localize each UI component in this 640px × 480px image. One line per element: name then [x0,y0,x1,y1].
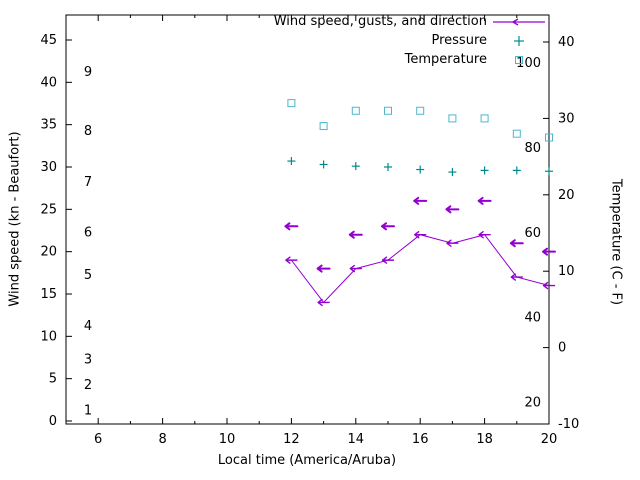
left-y-axis-title: Wind speed (kn - Beaufort) [7,131,23,307]
temperature-series [287,99,553,142]
right-y-axis-title: Temperature (C - F) [608,178,624,306]
svg-text:0: 0 [558,341,566,356]
svg-text:6: 6 [84,226,92,241]
legend-marker-temperature-icon [515,55,523,64]
left-axis-ticks: 0 5 10 15 20 25 30 35 40 45 [40,33,72,429]
svg-text:40: 40 [40,75,57,90]
svg-text:6: 6 [94,432,102,447]
legend-item-pressure: Pressure [431,31,547,50]
svg-text:30: 30 [40,160,57,175]
svg-text:60: 60 [524,226,541,241]
svg-text:14: 14 [348,432,365,447]
legend-label-temperature: Temperature [404,52,487,67]
svg-text:5: 5 [49,372,57,387]
legend-item-temperature: Temperature [405,50,547,69]
svg-text:4: 4 [84,319,92,334]
svg-text:8: 8 [158,432,166,447]
svg-text:15: 15 [40,287,57,302]
svg-text:7: 7 [84,175,92,190]
svg-text:8: 8 [84,124,92,139]
svg-text:40: 40 [558,35,575,50]
legend-item-wind: Wind speed, gusts, and direction [274,12,547,31]
x-axis-ticks: 6 8 10 12 14 16 18 20 [65,15,558,447]
svg-text:20: 20 [558,188,575,203]
pressure-series [287,157,553,177]
svg-text:35: 35 [40,118,57,133]
svg-text:80: 80 [524,141,541,156]
svg-text:1: 1 [84,404,92,419]
svg-text:30: 30 [558,111,575,126]
wind-series [284,196,556,307]
legend: Wind speed, gusts, and direction Pressur… [274,12,547,69]
legend-label-pressure: Pressure [431,33,487,48]
x-axis-title: Local time (America/Aruba) [217,453,397,468]
svg-text:40: 40 [524,311,541,326]
svg-text:10: 10 [40,329,57,344]
svg-text:9: 9 [84,65,92,80]
svg-text:2: 2 [84,378,92,393]
legend-marker-wind-icon [493,17,545,26]
svg-text:20: 20 [40,245,57,260]
svg-text:-10: -10 [558,417,579,432]
svg-text:20: 20 [524,396,541,411]
svg-text:45: 45 [40,33,57,48]
svg-text:0: 0 [49,414,57,429]
legend-label-wind: Wind speed, gusts, and direction [273,14,487,29]
beaufort-scale-labels: 1 2 3 4 5 6 7 8 9 [84,65,92,419]
svg-text:5: 5 [84,268,92,283]
svg-text:18: 18 [476,432,493,447]
svg-text:16: 16 [412,432,429,447]
svg-text:20: 20 [541,432,558,447]
svg-text:10: 10 [219,432,236,447]
svg-text:25: 25 [40,202,57,217]
svg-text:3: 3 [84,353,92,368]
svg-text:10: 10 [558,264,575,279]
legend-marker-pressure-icon [514,35,524,46]
right-axis-ticks: -10 0 10 20 30 40 [543,35,579,432]
svg-text:12: 12 [283,432,300,447]
